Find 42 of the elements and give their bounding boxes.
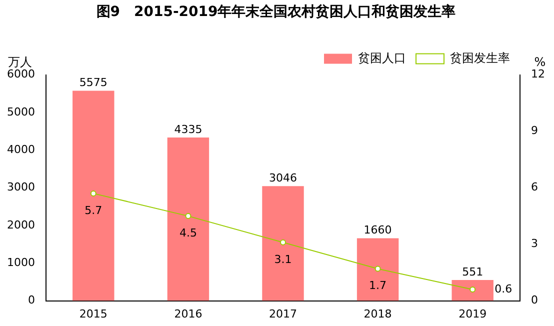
y2-tick-label: 6 (531, 180, 538, 194)
bar (167, 138, 210, 301)
y2-tick-label: 12 (531, 68, 546, 81)
legend-label: 贫困人口 (358, 50, 406, 65)
point (374, 266, 381, 272)
x-tick-label: 2018 (364, 307, 392, 320)
y2-axis-title: % (534, 54, 546, 69)
point (185, 213, 192, 220)
data-label: 1660 (364, 224, 392, 237)
point (470, 286, 476, 292)
y-tick-label: 1000 (6, 256, 35, 269)
point (280, 239, 286, 246)
data-label: 5.7 (84, 204, 102, 217)
y-tick-label: 5000 (6, 105, 35, 118)
data-label: 3.1 (274, 252, 292, 266)
y-axis-title: 万人 (8, 54, 32, 69)
x-tick-label: 2016 (174, 307, 202, 320)
bar (356, 238, 399, 301)
y2-tick-label: 0 (531, 294, 538, 307)
chart-title: 图9 2015-2019年年末全国农村贫困人口和贫困发生率 (96, 3, 456, 20)
data-label: 5575 (79, 76, 108, 90)
y-tick-label: 2000 (6, 218, 35, 232)
y-tick-label: 4000 (6, 142, 35, 156)
data-label: 1.7 (369, 279, 387, 292)
bar (262, 186, 304, 301)
y2-tick-label: 3 (531, 237, 538, 250)
data-label: 4335 (174, 122, 202, 136)
y-tick-label: 0 (28, 294, 35, 307)
bar (72, 90, 114, 301)
x-tick-label: 2019 (458, 307, 487, 320)
data-label: 0.6 (494, 282, 512, 296)
bar (452, 280, 494, 301)
y-tick-label: 6000 (6, 68, 35, 81)
data-label: 3046 (269, 171, 297, 184)
point (90, 190, 96, 196)
x-tick-label: 2015 (79, 307, 108, 320)
data-label: 4.5 (179, 226, 197, 240)
legend-label: 贫困发生率 (450, 50, 510, 65)
y-tick-label: 3000 (6, 180, 35, 194)
data-label: 551 (462, 265, 484, 278)
x-tick-label: 2017 (269, 307, 297, 320)
y2-tick-label: 9 (531, 124, 538, 138)
